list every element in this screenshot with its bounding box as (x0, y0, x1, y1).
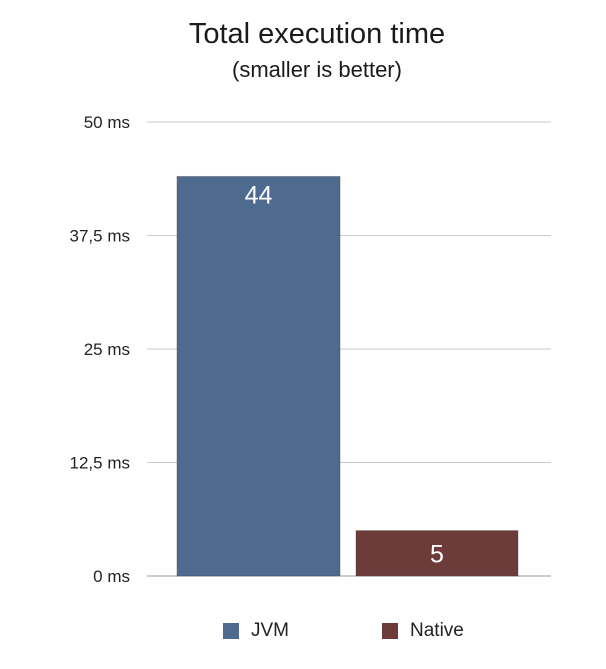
legend-label-jvm: JVM (251, 620, 289, 641)
legend-item-native: Native (382, 620, 464, 642)
chart-subtitle: (smaller is better) (232, 57, 402, 82)
legend-label-native: Native (410, 620, 464, 641)
bar-native (355, 530, 519, 577)
bar-data-label: 44 (245, 181, 273, 209)
bar-data-label: 5 (430, 540, 444, 568)
y-tick-label: 37,5 ms (70, 227, 130, 246)
y-axis-ticks: 0 ms 12,5 ms 25 ms 37,5 ms 50 ms (70, 113, 130, 586)
legend: JVM Native (0, 620, 606, 650)
chart-title: Total execution time (188, 18, 446, 50)
y-tick-label: 25 ms (84, 340, 130, 359)
legend-swatch-native (382, 623, 398, 639)
y-tick-label: 12,5 ms (70, 454, 130, 473)
y-tick-label: 0 ms (93, 567, 130, 586)
bars (176, 175, 519, 577)
legend-item-jvm: JVM (223, 620, 289, 642)
bar-data-labels: 44 5 (245, 181, 444, 568)
legend-swatch-jvm (223, 623, 239, 639)
bar-jvm (176, 175, 341, 577)
y-tick-label: 50 ms (84, 113, 130, 132)
